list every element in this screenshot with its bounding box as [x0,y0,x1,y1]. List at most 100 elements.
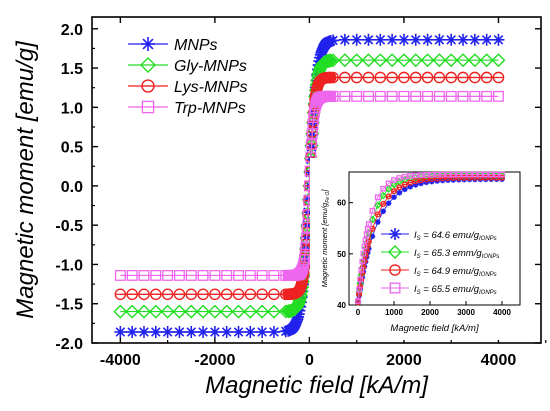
inset-x-tick-label: 3000 [457,308,475,317]
inset-data-point [401,173,408,180]
data-point [185,288,198,301]
y-tick-label: 0.5 [61,140,83,157]
inset-x-axis-title: Magnetic field [kA/m] [390,323,479,334]
data-point [208,326,221,339]
legend-marker [140,57,156,73]
inset-background [310,158,532,340]
y-tick-label: -0.5 [55,218,83,235]
data-point [421,33,434,46]
data-point [197,288,209,301]
y-tick-label: 2.0 [61,22,83,39]
data-point [362,71,375,84]
data-point [469,90,481,102]
series-trp-mnps [114,90,504,281]
data-point [209,288,221,301]
data-point [297,261,309,273]
inset-x-tick-label: 4000 [493,308,511,317]
inset-data-point [412,172,419,179]
inset-data-point [369,207,376,214]
inset-data-point [375,219,381,225]
data-point [480,71,493,84]
inset-data-point [391,194,397,201]
inset-data-point [385,200,392,207]
inset-y-tick-label: 50 [337,250,346,259]
legend-marker [141,79,155,93]
inset-legend-label: IS = 64.6 emu/gIONPs [414,230,497,242]
data-point [197,326,210,339]
data-point [480,33,493,46]
legend-label: Lys-MNPs [174,79,248,96]
inset-data-point [418,172,424,178]
inset-data-point [396,189,403,196]
legend-item: Gly-MNPs [128,57,247,75]
inset-data-point [407,173,414,179]
inset-series-4 [355,171,505,304]
inset-data-point [390,180,398,189]
data-point [351,90,363,102]
data-point [445,33,458,46]
data-point [256,269,268,281]
data-point [433,90,445,102]
inset-data-point [361,243,368,250]
inset-data-point [357,276,364,283]
data-point [326,53,341,68]
data-point [196,304,211,319]
data-point [468,33,481,46]
data-point [136,304,151,319]
data-point [268,269,280,281]
inset-y-tick-label: 40 [337,301,346,310]
inset-data-point [363,231,370,238]
data-point [433,71,446,84]
data-point [172,304,187,319]
y-tick-label: 0.0 [61,179,83,196]
data-point [408,53,423,68]
data-point [445,71,458,84]
data-point [113,304,128,319]
inset-data-point [499,171,505,178]
y-tick-label: 1.0 [61,100,83,117]
inset-legend-marker [389,264,401,276]
inset-data-point [396,175,403,181]
data-point [338,33,351,46]
data-point [126,288,138,301]
inset-data-point [380,208,386,215]
data-point [173,326,186,339]
y-tick-label: 1.5 [61,61,83,78]
data-point [396,53,411,68]
data-point [492,33,505,46]
inset-data-point [356,286,362,293]
data-point [150,269,162,281]
legend-label: Gly-MNPs [174,58,247,75]
inset-data-point [455,171,462,178]
legend-item: Trp-MNPs [128,100,246,117]
data-point [221,269,233,281]
inset-y-axis-title: Magnetic moment [emu/gFe O] [320,189,331,288]
x-tick-label: 0 [305,352,314,369]
data-point [362,33,375,46]
data-point [385,53,400,68]
x-tick-label: -2000 [194,352,235,369]
inset-y-tick-label: 60 [337,199,346,208]
inset-data-point [384,185,393,193]
data-point [432,53,447,68]
inset-data-point [472,171,478,178]
inset-data-point [365,221,372,227]
inset-x-tick-label: 0 [356,308,361,317]
inset-data-point [380,185,387,192]
data-point [481,90,493,102]
data-point [232,326,245,339]
data-point [327,34,340,47]
inset-data-point [428,171,435,178]
data-point [410,90,422,102]
data-point [457,90,469,102]
inset-data-point [488,171,495,178]
legend-marker [141,100,155,114]
inset-x-tick-label: 1000 [385,308,403,317]
data-point [209,269,221,281]
data-point [456,53,471,68]
inset-legend-item: IS = 65.3 emm/gIONPs [381,245,499,260]
inset-data-point [362,237,369,244]
inset-data-point [450,171,457,178]
data-point [398,90,410,102]
data-point [243,304,258,319]
